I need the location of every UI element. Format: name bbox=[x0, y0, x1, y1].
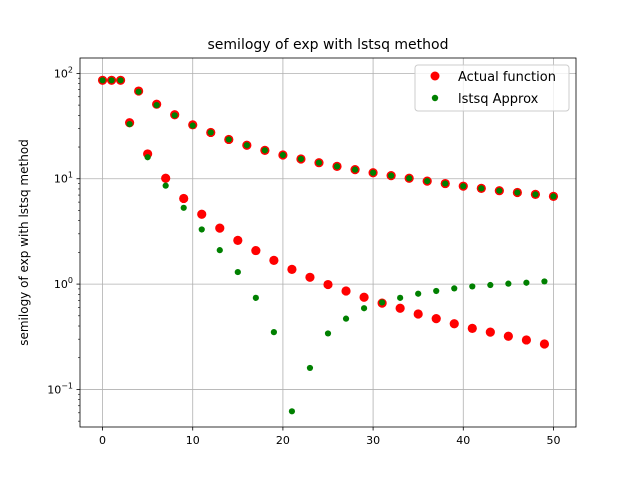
legend: Actual function lstsq Approx bbox=[414, 64, 570, 112]
legend-box bbox=[414, 64, 570, 112]
actual-function-point bbox=[269, 255, 279, 265]
lstsq-approx-point bbox=[351, 166, 359, 173]
actual-function-point bbox=[287, 264, 297, 274]
lstsq-approx-point bbox=[523, 279, 530, 286]
lstsq-approx-point bbox=[415, 290, 422, 297]
lstsq-approx-point bbox=[279, 151, 287, 159]
actual-function-point bbox=[503, 331, 513, 341]
lstsq-approx-point bbox=[243, 142, 250, 149]
actual-function-point bbox=[251, 245, 261, 256]
lstsq-approx-point bbox=[388, 172, 395, 179]
lstsq-approx-point bbox=[342, 315, 350, 322]
actual-function-point bbox=[467, 323, 477, 333]
y-tick-label: 10−1 bbox=[47, 381, 73, 396]
lstsq-approx-point bbox=[369, 169, 377, 176]
data-points bbox=[97, 75, 559, 415]
lstsq-approx-point bbox=[135, 88, 142, 95]
actual-function-point bbox=[359, 292, 369, 302]
lstsq-approx-point bbox=[306, 364, 314, 372]
lstsq-approx-point bbox=[406, 175, 413, 182]
actual-function-point bbox=[413, 309, 423, 319]
actual-function-point bbox=[395, 303, 405, 313]
lstsq-approx-point bbox=[433, 287, 440, 295]
lstsq-approx-point bbox=[288, 408, 296, 415]
lstsq-approx-point bbox=[189, 122, 196, 129]
y-tick-label: 102 bbox=[54, 65, 73, 80]
lstsq-approx-point bbox=[162, 182, 169, 189]
actual-function-point bbox=[485, 327, 495, 337]
actual-function-point bbox=[179, 193, 189, 204]
lstsq-approx-point bbox=[225, 136, 232, 143]
x-tick-label: 40 bbox=[456, 434, 470, 447]
lstsq-approx-point bbox=[487, 281, 494, 289]
lstsq-approx-point bbox=[153, 102, 160, 109]
actual-function-point bbox=[539, 339, 550, 349]
lstsq-approx-point bbox=[333, 163, 341, 170]
lstsq-approx-point bbox=[198, 226, 205, 233]
y-axis-label: semilogy of exp with lstsq method bbox=[17, 139, 31, 346]
lstsq-approx-point bbox=[315, 159, 323, 166]
actual-function-point bbox=[449, 319, 459, 329]
lstsq-approx-point bbox=[478, 185, 485, 192]
lstsq-approx-point bbox=[541, 278, 548, 285]
actual-function-point bbox=[215, 223, 225, 233]
actual-function-point bbox=[521, 335, 532, 345]
lstsq-approx-point bbox=[144, 154, 151, 161]
lstsq-approx-point bbox=[171, 112, 178, 119]
lstsq-approx-point bbox=[99, 77, 106, 84]
lstsq-approx-point bbox=[234, 268, 241, 276]
lstsq-approx-point bbox=[442, 180, 449, 187]
plot-frame bbox=[79, 57, 577, 428]
x-tick-label: 30 bbox=[366, 434, 380, 447]
y-tick-label: 100 bbox=[54, 276, 73, 291]
lstsq-approx-point bbox=[261, 147, 268, 154]
lstsq-approx-point bbox=[469, 283, 476, 290]
lstsq-approx-point bbox=[126, 121, 133, 128]
lstsq-approx-point bbox=[324, 330, 332, 337]
lstsq-approx-point bbox=[117, 77, 124, 84]
lstsq-approx-point bbox=[216, 247, 223, 254]
lstsq-approx-point bbox=[379, 299, 386, 306]
lstsq-approx-point bbox=[207, 129, 214, 136]
lstsq-approx-point bbox=[451, 285, 458, 292]
lstsq-approx-point bbox=[514, 189, 521, 196]
lstsq-approx-point bbox=[424, 177, 431, 185]
x-tick-label: 50 bbox=[546, 434, 560, 447]
chart-title: semilogy of exp with lstsq method bbox=[208, 37, 449, 53]
lstsq-approx-point bbox=[180, 204, 187, 211]
actual-function-point bbox=[233, 235, 243, 245]
legend-marker-actual-function bbox=[430, 71, 440, 81]
lstsq-approx-point bbox=[397, 294, 404, 301]
actual-function-point bbox=[161, 173, 171, 183]
lstsq-approx-point bbox=[270, 329, 277, 336]
actual-function-point bbox=[197, 209, 207, 219]
x-tick-label: 0 bbox=[99, 434, 106, 447]
x-tick-label: 10 bbox=[186, 434, 200, 447]
lstsq-approx-point bbox=[460, 183, 467, 190]
legend-label-lstsq-approx: lstsq Approx bbox=[458, 92, 539, 107]
actual-function-point bbox=[341, 286, 351, 296]
lstsq-approx-point bbox=[252, 294, 259, 301]
legend-label-actual-function: Actual function bbox=[458, 70, 556, 85]
lstsq-approx-point bbox=[297, 155, 305, 163]
lstsq-approx-point bbox=[108, 77, 115, 84]
lstsq-approx-point bbox=[360, 305, 368, 312]
lstsq-approx-point bbox=[532, 191, 539, 198]
y-axis-ticks: 10−1 100 101 102 bbox=[47, 65, 80, 422]
actual-function-point bbox=[431, 314, 441, 324]
actual-function-point bbox=[305, 272, 315, 282]
y-tick-label: 101 bbox=[54, 171, 73, 186]
x-tick-label: 20 bbox=[276, 434, 290, 447]
legend-marker-lstsq-approx bbox=[431, 94, 439, 102]
actual-function-point bbox=[323, 279, 333, 290]
lstsq-approx-point bbox=[505, 280, 512, 287]
x-axis-ticks: 0 10 20 30 40 50 bbox=[99, 427, 560, 447]
lstsq-approx-point bbox=[550, 193, 557, 200]
lstsq-approx-point bbox=[496, 187, 503, 194]
